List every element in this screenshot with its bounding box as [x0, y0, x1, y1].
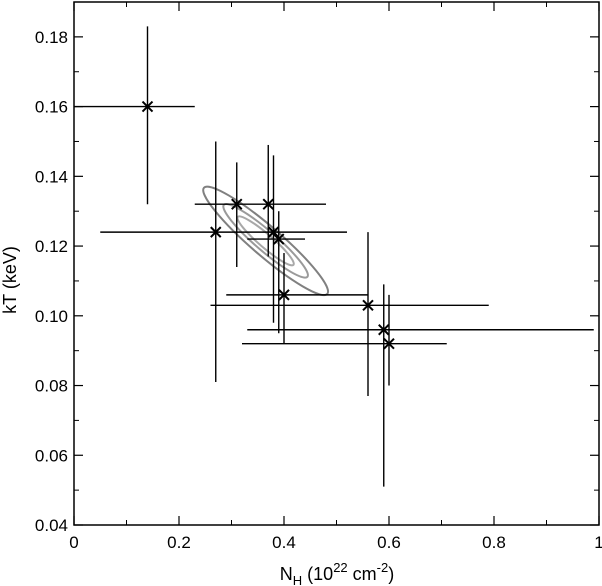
- data-point-marker: [383, 337, 395, 350]
- data-point-marker: [278, 289, 290, 301]
- x-tick-label: 1: [594, 533, 602, 552]
- data-point-marker: [267, 226, 280, 238]
- data-point-marker: [141, 100, 154, 113]
- x-axis-label: NH (1022 cm-2): [280, 560, 394, 586]
- x-tick-labels: 0 0.2 0.4 0.6 0.8 1: [69, 533, 602, 552]
- y-tick-label: 0.10: [35, 307, 68, 326]
- data-point-marker: [378, 324, 390, 336]
- data-point-marker: [262, 198, 274, 210]
- y-tick-labels: 0.04 0.06 0.08 0.10 0.12 0.14 0.16 0.18: [35, 28, 68, 535]
- y-tick-label: 0.14: [35, 167, 68, 186]
- error-bars: [74, 26, 594, 487]
- x-tick-label: 0.8: [482, 533, 506, 552]
- y-tick-label: 0.08: [35, 377, 68, 396]
- y-tick-label: 0.18: [35, 28, 68, 47]
- x-tick-label: 0.2: [167, 533, 191, 552]
- x-tick-label: 0.4: [272, 533, 296, 552]
- data-point-marker: [362, 299, 374, 312]
- y-axis-label: kT (keV): [0, 246, 20, 314]
- data-point-marker: [231, 198, 243, 210]
- y-tick-label: 0.06: [35, 446, 68, 465]
- x-tick-label: 0: [69, 533, 78, 552]
- data-point-marker: [273, 233, 285, 245]
- contour-ellipse: [222, 203, 309, 279]
- data-markers: [141, 100, 395, 350]
- plot-frame: [73, 1, 600, 526]
- axis-ticks: [73, 1, 600, 526]
- data-point-marker: [210, 226, 222, 238]
- y-tick-label: 0.04: [35, 516, 68, 535]
- x-tick-label: 0.6: [377, 533, 401, 552]
- y-tick-label: 0.16: [35, 98, 68, 117]
- y-tick-label: 0.12: [35, 237, 68, 256]
